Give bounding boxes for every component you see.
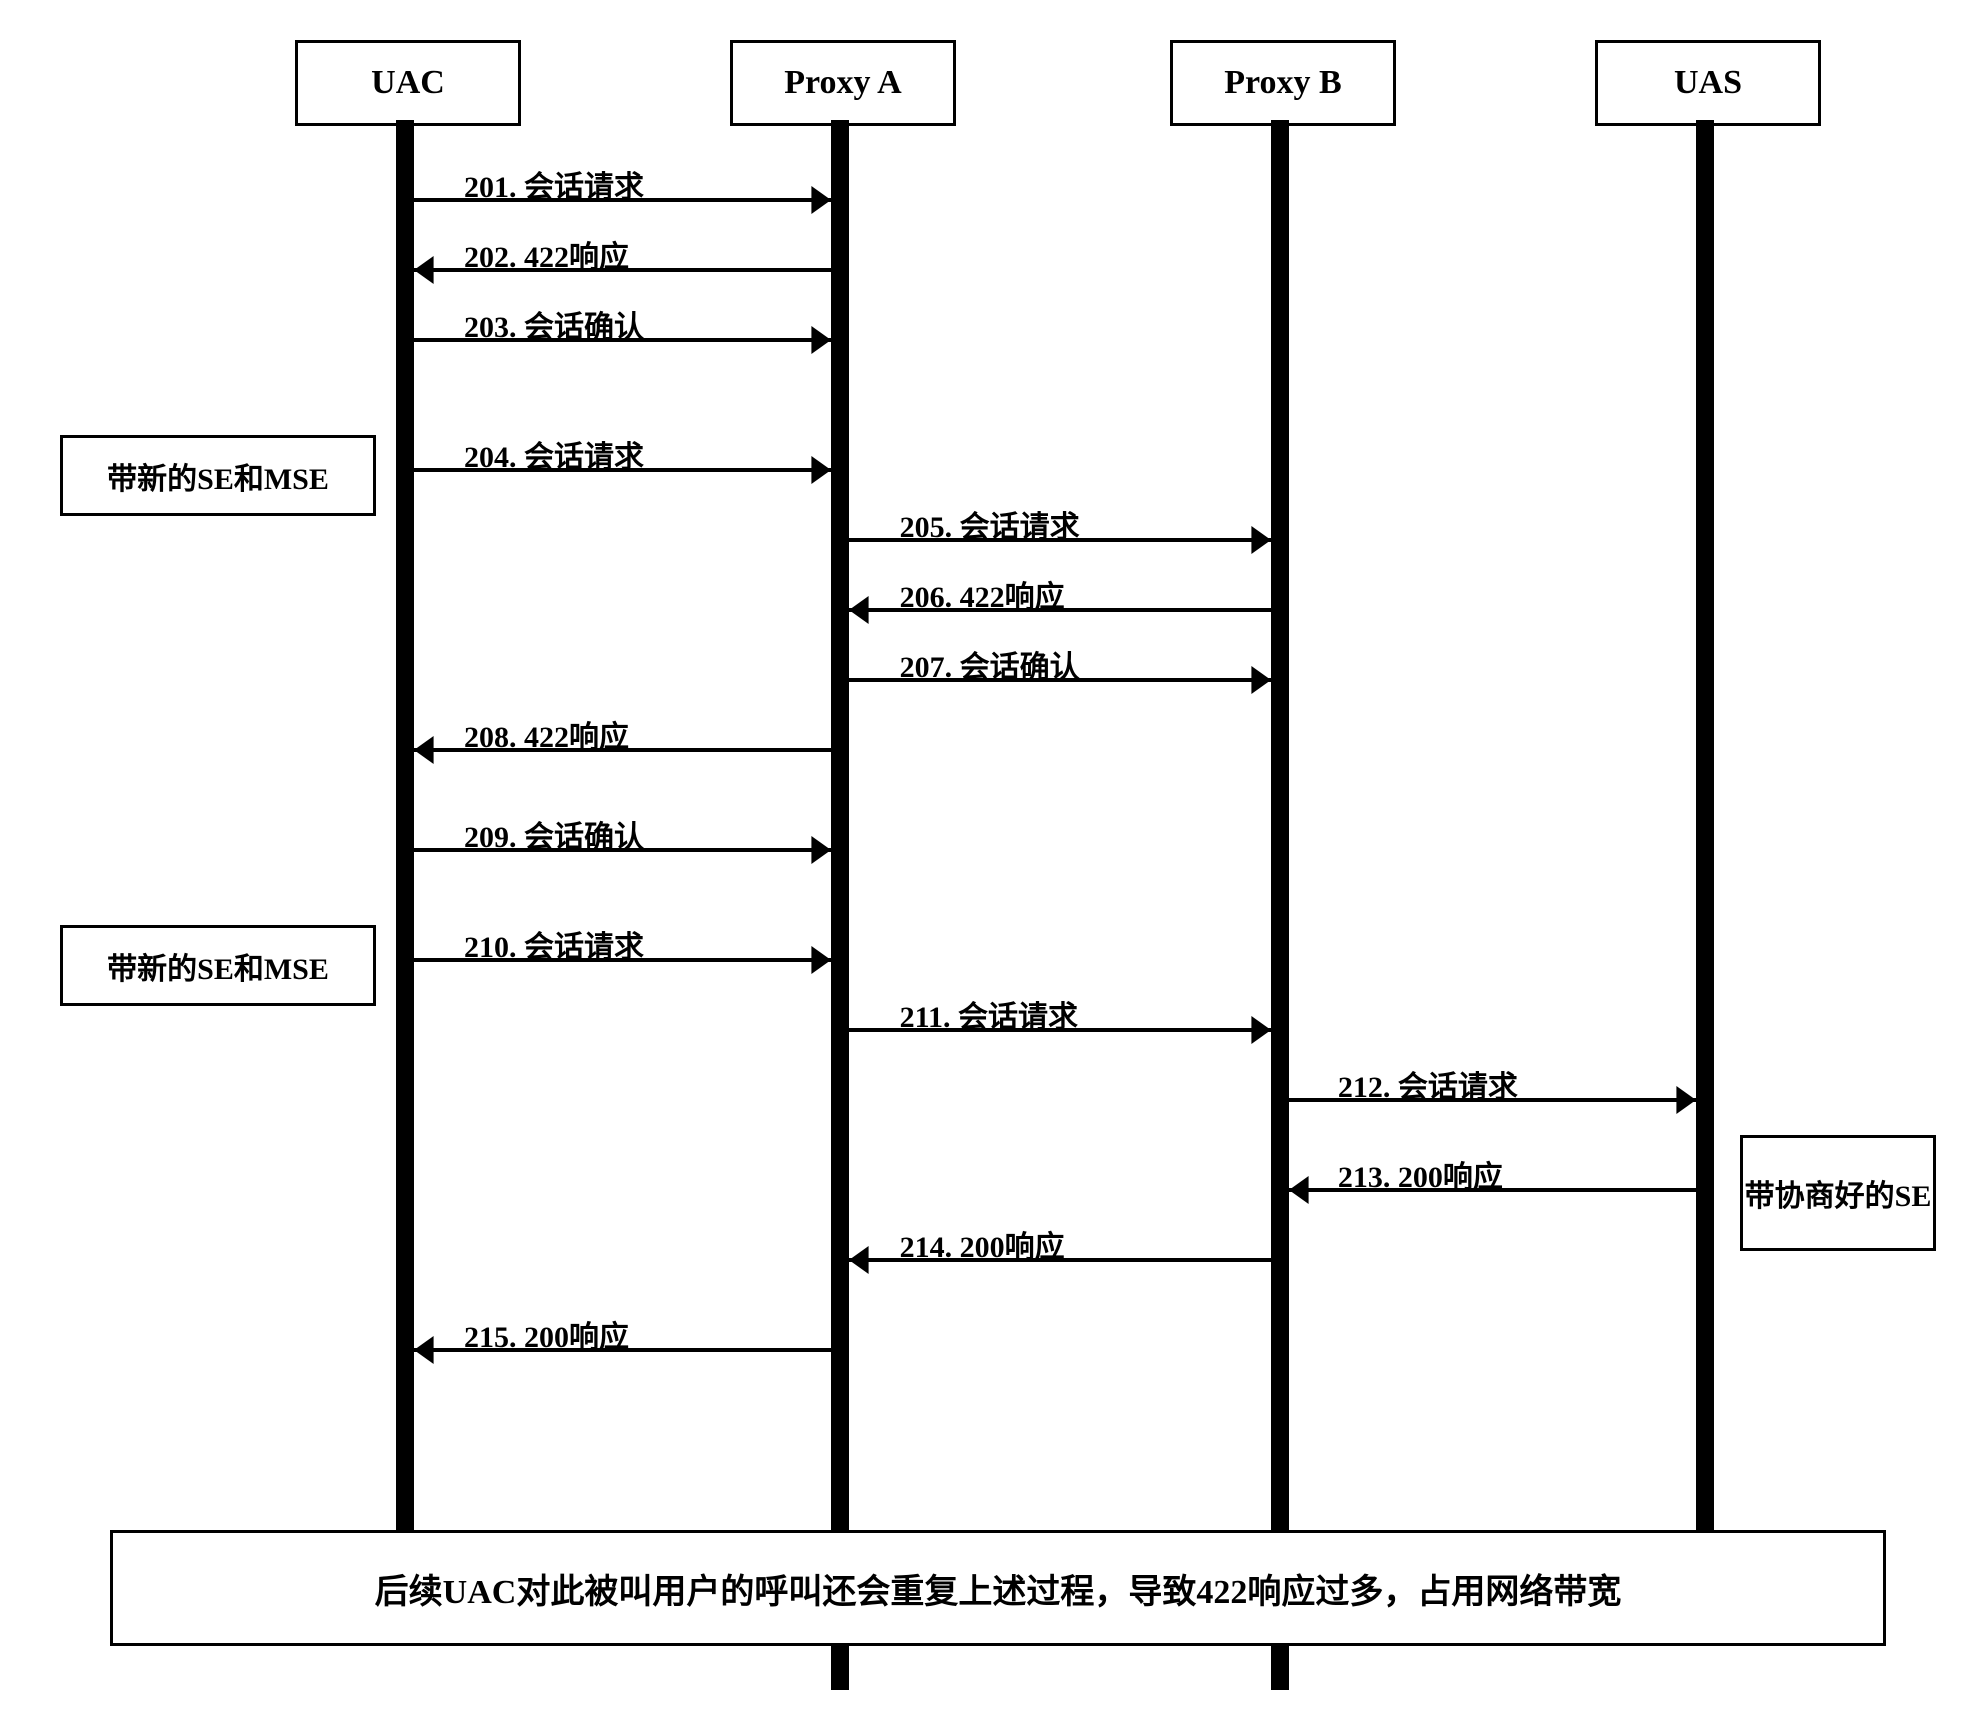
- msg-label: 207. 会话确认: [900, 642, 1080, 686]
- msg-label: 205. 会话请求: [900, 502, 1080, 546]
- lifeline-label: Proxy B: [1224, 64, 1341, 102]
- lifeline-bar-uac: [396, 120, 414, 1530]
- footer-box: 后续UAC对此被叫用户的呼叫还会重复上述过程，导致422响应过多，占用网络带宽: [110, 1530, 1886, 1646]
- lifeline-bar-uas: [1696, 120, 1714, 1530]
- msg-label: 211. 会话请求: [900, 992, 1078, 1036]
- footer-text: 后续UAC对此被叫用户的呼叫还会重复上述过程，导致422响应过多，占用网络带宽: [375, 1564, 1622, 1613]
- msg-label: 213. 200响应: [1338, 1152, 1503, 1196]
- note-text: 带新的SE和MSE: [107, 454, 329, 498]
- lifeline-bar-proxy-a: [831, 120, 849, 1690]
- msg-label: 215. 200响应: [464, 1312, 629, 1356]
- note-text: 带新的SE和MSE: [107, 944, 329, 988]
- msg-label: 208. 422响应: [464, 712, 629, 756]
- note-box-se-mse-2: 带新的SE和MSE: [60, 925, 376, 1006]
- lifeline-head-uac: UAC: [295, 40, 521, 126]
- msg-label: 210. 会话请求: [464, 922, 644, 966]
- lifeline-head-uas: UAS: [1595, 40, 1821, 126]
- msg-label: 212. 会话请求: [1338, 1062, 1518, 1106]
- msg-label: 204. 会话请求: [464, 432, 644, 476]
- msg-label: 201. 会话请求: [464, 162, 644, 206]
- msg-label: 206. 422响应: [900, 572, 1065, 616]
- lifeline-head-proxy-a: Proxy A: [730, 40, 956, 126]
- note-box-se-mse-1: 带新的SE和MSE: [60, 435, 376, 516]
- msg-label: 209. 会话确认: [464, 812, 644, 856]
- lifeline-bar-proxy-b: [1271, 120, 1289, 1690]
- msg-label: 203. 会话确认: [464, 302, 644, 346]
- lifeline-label: UAS: [1674, 64, 1742, 102]
- lifeline-head-proxy-b: Proxy B: [1170, 40, 1396, 126]
- lifeline-label: UAC: [371, 64, 445, 102]
- note-box-negotiated-se: 带协商好的SE: [1740, 1135, 1936, 1251]
- sequence-diagram: UAC Proxy A Proxy B UAS 带新的SE和MSE 带新的SE和…: [20, 20, 1959, 1695]
- msg-label: 214. 200响应: [900, 1222, 1065, 1266]
- msg-label: 202. 422响应: [464, 232, 629, 276]
- note-text: 带协商好的SE: [1745, 1171, 1932, 1215]
- lifeline-label: Proxy A: [784, 64, 901, 102]
- arrows-layer: [20, 20, 1959, 1695]
